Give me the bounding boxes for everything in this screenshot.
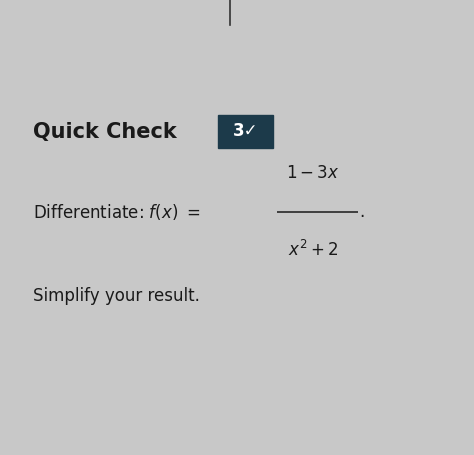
Text: .: . [359,202,365,221]
Text: Simplify your result.: Simplify your result. [33,287,200,305]
Text: 3✓: 3✓ [233,122,258,141]
Text: Quick Check: Quick Check [33,122,177,142]
Text: Differentiate: $f(x)\ =$: Differentiate: $f(x)\ =$ [33,202,201,222]
Text: $1 - 3x$: $1 - 3x$ [286,164,339,182]
FancyBboxPatch shape [218,115,273,148]
Text: $x^2 + 2$: $x^2 + 2$ [288,240,338,260]
